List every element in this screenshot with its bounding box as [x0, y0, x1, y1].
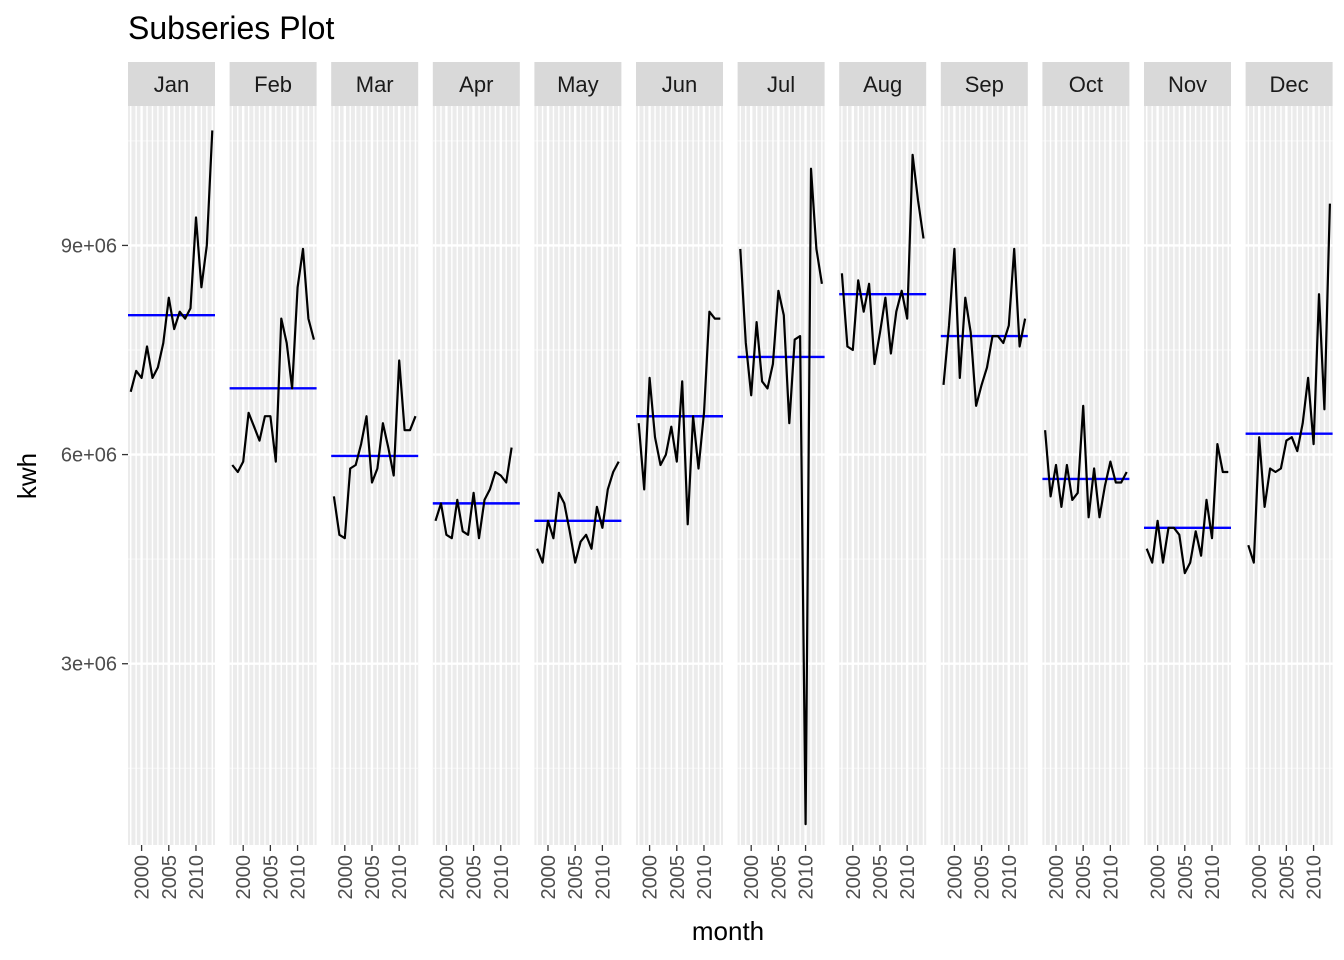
y-tick-label: 3e+06 [61, 654, 117, 676]
panel-aug: Aug 2000 2005 2010 [839, 62, 927, 900]
series-line [231, 247, 315, 474]
x-tick-label: 2010 [592, 855, 614, 900]
panel-mar: Mar 2000 2005 2010 [331, 62, 419, 900]
strip-background [331, 62, 419, 106]
x-tick-label: 2010 [1100, 855, 1122, 900]
x-tick-label: 2005 [1073, 855, 1095, 900]
x-tick-label: 2005 [768, 855, 790, 900]
x-tick-label: 2005 [159, 855, 181, 900]
strip-background [1042, 62, 1130, 106]
series-line [1145, 443, 1229, 575]
x-tick-label: 2010 [999, 855, 1021, 900]
panel-jun: Jun 2000 2005 2010 [636, 62, 723, 900]
strip-background [1245, 62, 1333, 106]
x-tick-label: 2005 [1276, 855, 1298, 900]
strip-label: Nov [1168, 72, 1207, 97]
strip-label: Jun [662, 72, 697, 97]
y-axis-title: kwh [12, 453, 42, 499]
x-tick-label: 2010 [796, 855, 818, 900]
strip-background [432, 62, 520, 106]
panel-may: May 2000 2005 2010 [534, 62, 622, 900]
series-line [637, 310, 721, 526]
strip-background [737, 62, 825, 106]
series-line [739, 167, 823, 826]
strip-background [940, 62, 1028, 106]
series-line [1247, 203, 1331, 564]
series-line [129, 130, 214, 393]
strip-background [128, 62, 215, 106]
series-line [942, 247, 1027, 407]
panel-jul: Jul 2000 2005 2010 [737, 62, 825, 900]
x-tick-label: 2000 [233, 855, 255, 900]
chart-title: Subseries Plot [128, 10, 335, 46]
y-tick-label: 6e+06 [61, 445, 117, 467]
panel-sep: Sep 2000 2005 2010 [940, 62, 1028, 900]
strip-background [839, 62, 927, 106]
strip-label: Apr [459, 72, 493, 97]
panel-oct: Oct 2000 2005 2010 [1042, 62, 1130, 900]
strip-background [229, 62, 317, 106]
x-tick-label: 2010 [897, 855, 919, 900]
x-tick-label: 2005 [1175, 855, 1197, 900]
strip-background [534, 62, 622, 106]
strip-label: Dec [1270, 72, 1309, 97]
x-tick-label: 2000 [741, 855, 763, 900]
panel-apr: Apr 2000 2005 2010 [432, 62, 520, 900]
x-tick-label: 2000 [640, 855, 662, 900]
x-tick-label: 2005 [667, 855, 689, 900]
panel-dec: Dec 2000 2005 2010 [1245, 62, 1333, 900]
x-tick-label: 2005 [565, 855, 587, 900]
x-tick-label: 2010 [1202, 855, 1224, 900]
x-tick-label: 2000 [1046, 855, 1068, 900]
x-tick-label: 2005 [464, 855, 486, 900]
series-line [1044, 404, 1128, 519]
series-line [332, 359, 417, 540]
x-tick-label: 2000 [944, 855, 966, 900]
x-tick-label: 2000 [436, 855, 458, 900]
panel-feb: Feb 2000 2005 2010 [229, 62, 317, 900]
x-tick-label: 2005 [362, 855, 384, 900]
y-axis: 3e+06 6e+06 9e+06 [61, 235, 128, 676]
x-tick-label: 2000 [1249, 855, 1271, 900]
x-axis-title: month [692, 916, 764, 946]
strip-label: Jul [767, 72, 795, 97]
strip-background [1144, 62, 1231, 106]
series-line [840, 153, 925, 366]
x-tick-label: 2010 [288, 855, 310, 900]
x-tick-label: 2000 [843, 855, 865, 900]
panel-nov: Nov 2000 2005 2010 [1144, 62, 1231, 900]
x-tick-label: 2005 [260, 855, 282, 900]
x-tick-label: 2005 [870, 855, 892, 900]
x-tick-label: 2000 [132, 855, 154, 900]
x-tick-label: 2005 [972, 855, 994, 900]
y-tick-label: 9e+06 [61, 235, 117, 257]
series-line [434, 447, 513, 540]
x-tick-label: 2010 [1304, 855, 1326, 900]
strip-label: Sep [965, 72, 1004, 97]
strip-label: May [557, 72, 599, 97]
strip-background [636, 62, 723, 106]
panel-jan: Jan 2000 2005 2010 [128, 62, 215, 900]
strip-label: Mar [356, 72, 394, 97]
x-tick-label: 2010 [186, 855, 208, 900]
strip-label: Jan [154, 72, 189, 97]
x-tick-label: 2010 [389, 855, 411, 900]
strip-label: Aug [863, 72, 902, 97]
strip-label: Oct [1069, 72, 1103, 97]
x-tick-label: 2010 [491, 855, 513, 900]
x-tick-label: 2010 [694, 855, 716, 900]
x-tick-label: 2000 [538, 855, 560, 900]
strip-label: Feb [254, 72, 292, 97]
series-line [536, 461, 620, 564]
x-tick-label: 2000 [335, 855, 357, 900]
x-tick-label: 2000 [1148, 855, 1170, 900]
